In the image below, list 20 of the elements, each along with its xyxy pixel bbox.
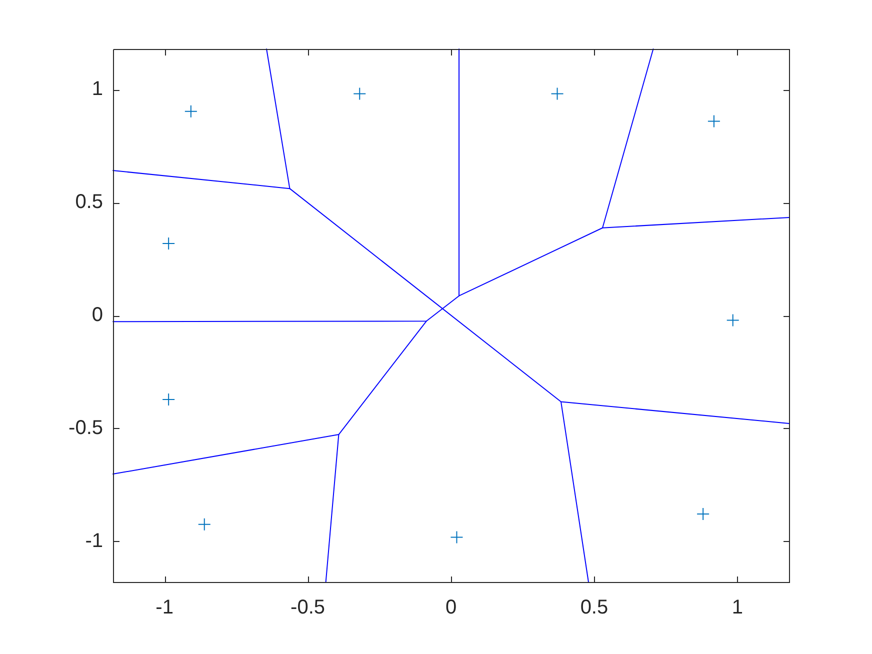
point [184, 104, 198, 118]
point [450, 530, 464, 544]
y-tick-label: -1 [85, 530, 103, 552]
x-tick-label: 0 [445, 596, 457, 619]
x-tick-label: 1 [732, 596, 744, 619]
x-tick-label: 0.5 [580, 596, 608, 619]
point [696, 508, 710, 521]
point [550, 87, 564, 100]
point [198, 518, 211, 531]
y-tick-label: 0.5 [75, 191, 103, 214]
y-tick-label: -0.5 [68, 416, 103, 439]
y-tick-label: 1 [92, 78, 103, 100]
point [353, 87, 366, 100]
point [707, 114, 720, 128]
point [162, 236, 176, 250]
point [726, 314, 740, 327]
x-tick-label: -1 [156, 596, 174, 619]
x-tick-label: -0.5 [290, 596, 326, 619]
y-tick-label: 0 [92, 304, 103, 326]
point [162, 393, 176, 406]
